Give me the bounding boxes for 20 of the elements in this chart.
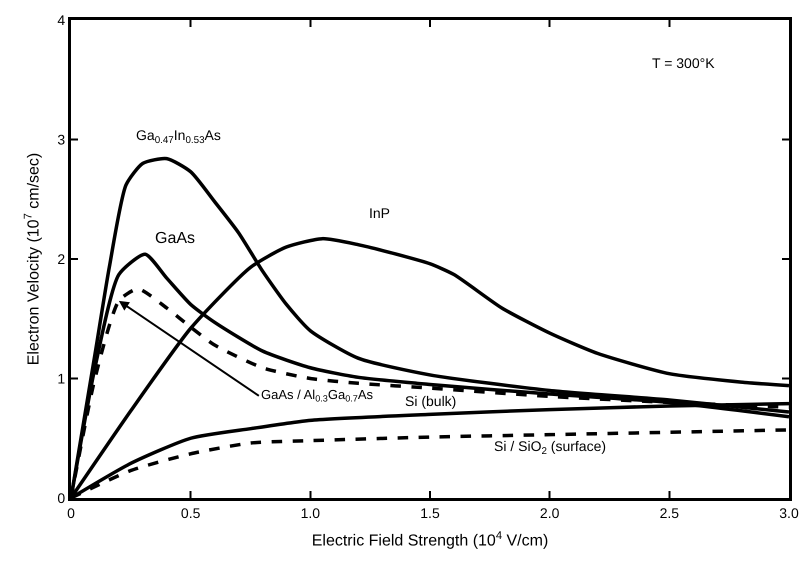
series-label: GaAs xyxy=(155,230,196,247)
y-tick-label: 4 xyxy=(57,12,66,28)
x-tick-label: 2.0 xyxy=(540,504,560,521)
series-label: InP xyxy=(369,205,390,221)
series-label: Ga$_{0.47}$In$_{0.53}$As xyxy=(136,127,221,146)
x-tick-label: 1.0 xyxy=(300,504,320,521)
series-label: Si (bulk) xyxy=(405,393,456,409)
annotation: T = 300°K xyxy=(652,55,716,71)
y-tick-label: 2 xyxy=(57,250,66,267)
y-tick-label: 0 xyxy=(57,490,66,506)
x-tick-label: 0.5 xyxy=(180,504,201,521)
x-tick-label: 0 xyxy=(67,504,76,521)
x-tick-label: 2.5 xyxy=(660,504,680,521)
x-tick-label: 3.0 xyxy=(779,504,799,521)
series-label: GaAs / Al$_{0.3}$Ga$_{0.7}$As xyxy=(261,387,374,404)
y-tick-label: 3 xyxy=(57,131,66,148)
x-tick-label: 1.5 xyxy=(420,504,440,521)
x-axis-title: Electric Field Strength (10$^{4}$ V/cm) xyxy=(312,530,548,550)
y-tick-label: 1 xyxy=(57,370,66,386)
series-label: Si / SiO$_{2}$ (surface) xyxy=(494,438,606,457)
